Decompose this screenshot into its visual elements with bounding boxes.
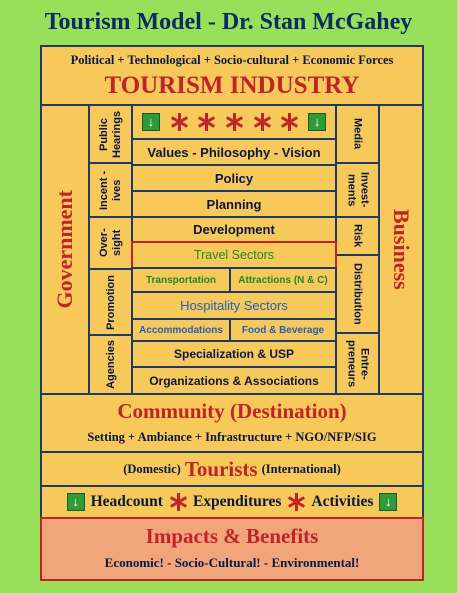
red-asterisk-icon — [170, 113, 188, 131]
gov-item-promotion: Promotion — [88, 268, 133, 336]
community-sub-label: Setting + Ambiance + Infrastructure + NG… — [87, 429, 377, 444]
bus-item-media: Media — [335, 104, 380, 164]
transportation-box: Transportation — [131, 267, 231, 293]
hospitality-sectors-box: Hospitality Sectors — [131, 291, 337, 320]
development-box: Development — [131, 216, 337, 243]
tourists-label: Tourists — [184, 456, 258, 481]
bus-item-risk: Risk — [335, 216, 380, 256]
government-column — [40, 104, 90, 395]
planning-box: Planning — [131, 190, 337, 218]
green-down-arrow-icon: ↓ — [379, 493, 398, 511]
international-label: (International) — [261, 461, 341, 476]
domestic-label: (Domestic) — [123, 461, 181, 476]
green-down-arrow-icon: ↓ — [141, 113, 160, 131]
red-asterisk-icon — [225, 113, 243, 131]
expenditures-label: Expenditures — [192, 493, 282, 510]
red-asterisk-icon — [253, 113, 271, 131]
impacts-label: Impacts & Benefits — [145, 523, 319, 548]
bus-item-investments: Invest- ments — [335, 162, 380, 218]
tourists-box: (Domestic) Tourists (International) — [40, 451, 424, 487]
values-box: Values - Philosophy - Vision — [131, 138, 337, 166]
community-label: Community (Destination) — [117, 398, 347, 423]
red-asterisk-icon — [169, 493, 187, 511]
accommodations-box: Accommodations — [131, 318, 231, 342]
green-down-arrow-icon: ↓ — [66, 493, 85, 511]
specialization-box: Specialization & USP — [131, 340, 337, 368]
gov-item-public-hearings: Public Hearings — [88, 104, 133, 164]
impacts-box — [40, 517, 424, 581]
gov-item-agencies: Agencies — [88, 334, 133, 395]
organizations-box: Organizations & Associations — [131, 366, 337, 395]
community-box — [40, 393, 424, 453]
red-asterisk-icon — [287, 493, 306, 511]
bus-item-entrepreneurs: Entre- preneurs — [335, 332, 380, 395]
green-down-arrow-icon: ↓ — [308, 113, 327, 131]
bus-item-distribution: Distribution — [335, 254, 380, 334]
food-beverage-box: Food & Beverage — [229, 318, 337, 342]
business-label: Business — [389, 209, 414, 290]
government-label: Government — [52, 190, 77, 309]
impacts-sub-label: Economic! - Socio-Cultural! - Environmen… — [104, 555, 360, 570]
red-asterisk-icon — [280, 113, 299, 131]
forces-label: Political + Technological + Socio-cultur… — [70, 52, 394, 67]
headcount-label: Headcount — [90, 493, 163, 510]
gov-item-incentives: Incent -ives — [88, 162, 133, 218]
metrics-row: ↓ Headcount Expenditures Activities ↓ — [40, 485, 424, 519]
icon-row: ↓ ↓ — [131, 104, 337, 140]
gov-item-oversight: Over- sight — [88, 216, 133, 270]
activities-label: Activities — [311, 493, 374, 510]
diagram-title: Tourism Model - Dr. Stan McGahey — [44, 8, 413, 35]
red-asterisk-icon — [197, 113, 216, 131]
travel-sectors-box: Travel Sectors — [131, 241, 337, 269]
attractions-box: Attractions (N & C) — [229, 267, 337, 293]
policy-box: Policy — [131, 164, 337, 192]
industry-label: TOURISM INDUSTRY — [104, 72, 360, 99]
